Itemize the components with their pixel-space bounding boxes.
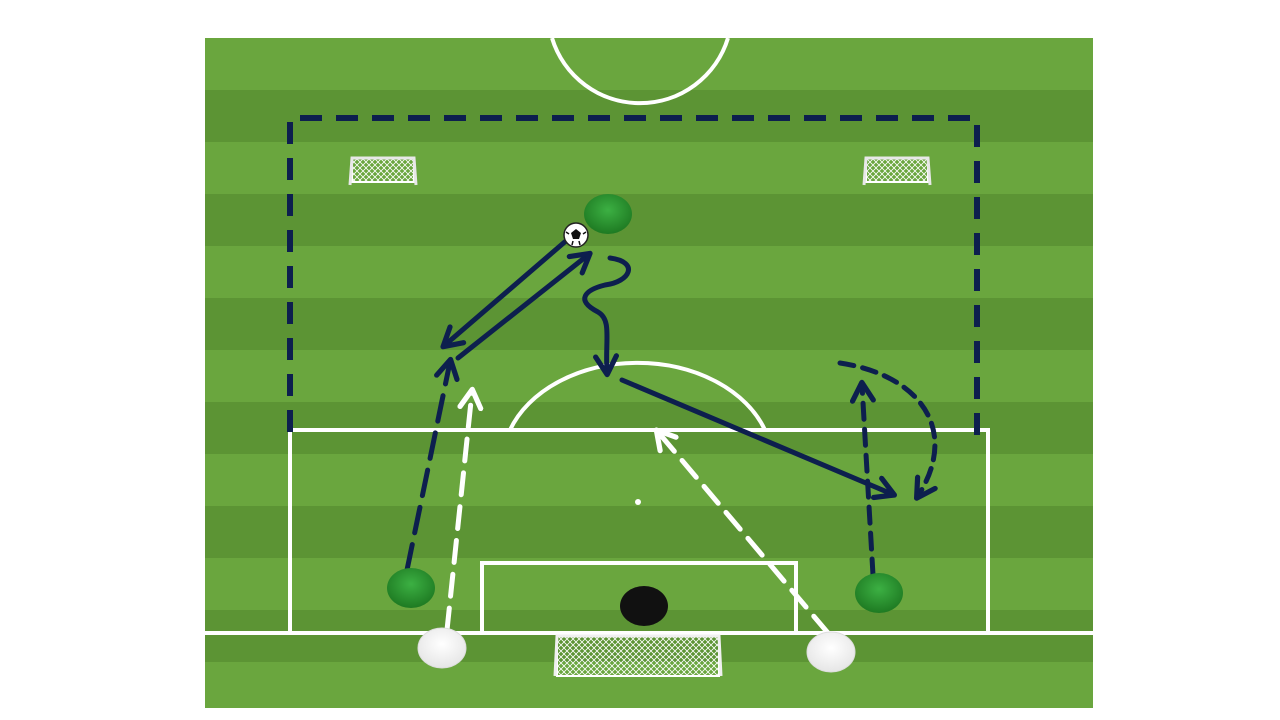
soccer-ball-icon (563, 222, 589, 248)
player-cone-icon (584, 194, 632, 234)
curved-run-arrow (837, 360, 938, 501)
player-cone-icon (387, 568, 435, 608)
pitch-stripe (205, 246, 1093, 298)
penalty-arc (508, 360, 767, 431)
mini-goal-right (862, 156, 932, 186)
run-arrow-left-up (404, 356, 460, 573)
pass-arrows (404, 237, 938, 578)
mini-goal-icon (348, 156, 418, 186)
penalty-spot (635, 499, 641, 505)
goalkeeper (620, 586, 668, 626)
pitch-stripe (205, 142, 1093, 194)
pitch-stripe (205, 454, 1093, 506)
pass-arrow-2 (455, 250, 593, 361)
white-run-arrow-left (444, 386, 484, 633)
mini-goal-left (348, 156, 418, 186)
mini-goal-icon (862, 156, 932, 186)
pitch-stripe (205, 506, 1093, 558)
pass-arrow-1 (440, 237, 570, 350)
full-goal-icon (553, 634, 723, 677)
players (387, 194, 903, 673)
pitch-stripe (205, 194, 1093, 246)
dribble-arrow (582, 255, 631, 378)
white-run-arrow-right (653, 427, 831, 636)
pitch-stripe (205, 350, 1093, 402)
pitch-stripe (205, 298, 1093, 350)
pitch-stripe (205, 38, 1093, 90)
playing-area-boundary (287, 115, 980, 435)
full-goal (553, 634, 723, 677)
player-cone-icon (806, 631, 856, 673)
player-cone-icon (855, 573, 903, 613)
run-arrow-right-up (849, 379, 876, 578)
white-run-arrows (444, 386, 831, 636)
center-circle-arc (550, 37, 730, 106)
pass-arrow-3 (619, 377, 897, 501)
player-cone-icon (417, 627, 467, 669)
